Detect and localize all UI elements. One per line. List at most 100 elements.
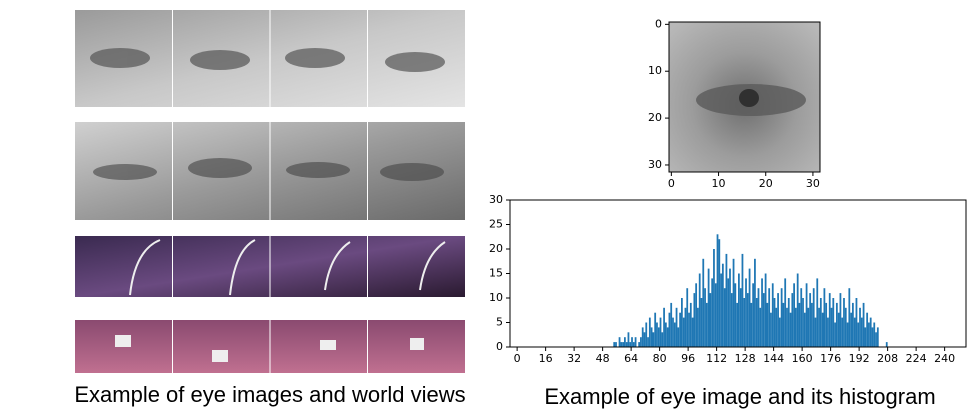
- histogram-bar: [686, 288, 688, 347]
- histogram-bar: [622, 342, 624, 347]
- histogram-bar: [761, 278, 763, 347]
- x-tick-label: 20: [759, 177, 773, 190]
- histogram-bar: [704, 288, 706, 347]
- histogram-bar: [783, 303, 785, 347]
- histogram-bar: [847, 323, 849, 348]
- histogram-bar: [875, 332, 877, 347]
- histogram-bar: [734, 283, 736, 347]
- histogram-bar: [624, 337, 626, 347]
- histogram-bar: [818, 308, 820, 347]
- histogram-bar: [649, 318, 651, 347]
- histogram-bar: [615, 342, 617, 347]
- histogram-bar: [843, 298, 845, 347]
- histogram-bar: [667, 327, 669, 347]
- histogram-bar: [859, 308, 861, 347]
- histogram-bar: [644, 332, 646, 347]
- histogram-bar: [701, 298, 703, 347]
- histogram-bar: [772, 283, 774, 347]
- histogram-bar: [663, 308, 665, 347]
- histogram-bar: [665, 323, 667, 348]
- x-tick-label: 208: [877, 352, 898, 365]
- histogram-bar: [791, 293, 793, 347]
- x-tick-label: 144: [763, 352, 784, 365]
- x-tick-label: 128: [735, 352, 756, 365]
- histogram-bar: [697, 308, 699, 347]
- histogram-bar: [758, 288, 760, 347]
- x-tick-label: 224: [906, 352, 927, 365]
- histogram-bar: [877, 327, 879, 347]
- histogram-bar: [651, 327, 653, 347]
- histogram-bar: [626, 342, 628, 347]
- histogram-bar: [695, 283, 697, 347]
- histogram-bar: [864, 327, 866, 347]
- histogram-bar: [683, 318, 685, 347]
- histogram-bar: [829, 293, 831, 347]
- histogram-bar: [726, 254, 728, 347]
- histogram-bar: [816, 278, 818, 347]
- histogram-bar: [841, 318, 843, 347]
- histogram-bar: [799, 303, 801, 347]
- histogram-bar: [759, 308, 761, 347]
- histogram-bar: [718, 239, 720, 347]
- histogram-bar: [848, 288, 850, 347]
- histogram-bar: [868, 323, 870, 348]
- y-tick-label: 10: [489, 291, 503, 304]
- histogram-bar: [840, 293, 842, 347]
- histogram-bar: [806, 283, 808, 347]
- histogram-bar: [654, 313, 656, 347]
- histogram-bar: [743, 298, 745, 347]
- histogram-bar: [710, 293, 712, 347]
- histogram-bar: [679, 313, 681, 347]
- histogram-bar: [756, 298, 758, 347]
- eye-image-pupil: [739, 89, 759, 107]
- histogram-bar: [749, 269, 751, 347]
- histogram-bar: [886, 342, 888, 347]
- histogram-bar: [809, 293, 811, 347]
- histogram-bar: [790, 313, 792, 347]
- histogram-bar: [836, 303, 838, 347]
- histogram-bar: [800, 288, 802, 347]
- histogram-bar: [824, 288, 826, 347]
- histogram-bar: [699, 274, 701, 348]
- x-tick-label: 48: [596, 352, 610, 365]
- histogram-bar: [715, 283, 717, 347]
- histogram-bar: [811, 303, 813, 347]
- histogram-bar: [768, 288, 770, 347]
- x-tick-label: 192: [849, 352, 870, 365]
- histogram-bar: [628, 332, 630, 347]
- histogram-bar: [706, 303, 708, 347]
- histogram-bar: [754, 259, 756, 347]
- y-tick-label: 10: [648, 64, 662, 77]
- histogram-bar: [635, 337, 637, 347]
- histogram-bar: [658, 327, 660, 347]
- histogram-bar: [765, 274, 767, 348]
- histogram-bar: [731, 293, 733, 347]
- y-tick-label: 0: [496, 340, 503, 353]
- histogram-bar: [620, 342, 622, 347]
- y-tick-label: 20: [648, 111, 662, 124]
- histogram-bar: [613, 342, 615, 347]
- histogram-bar: [727, 278, 729, 347]
- histogram-bar: [738, 274, 740, 348]
- histogram-bar: [677, 327, 679, 347]
- y-tick-label: 0: [655, 17, 662, 30]
- histogram-bar: [633, 342, 635, 347]
- histogram-bar: [669, 313, 671, 347]
- histogram-bar: [642, 327, 644, 347]
- histogram-bar: [733, 259, 735, 347]
- figure: Example of eye images and world views Ex…: [0, 0, 973, 412]
- histogram-bar: [685, 308, 687, 347]
- x-tick-label: 0: [668, 177, 675, 190]
- histogram-bar: [711, 278, 713, 347]
- y-tick-label: 20: [489, 242, 503, 255]
- histogram-bar: [873, 323, 875, 348]
- y-tick-label: 15: [489, 267, 503, 280]
- histogram-bar: [717, 234, 719, 347]
- page: {"chart_data": [ {"type": "image", "xlim…: [0, 0, 973, 412]
- histogram-bar: [720, 274, 722, 348]
- histogram-bar: [820, 298, 822, 347]
- histogram-bar: [629, 342, 631, 347]
- histogram-bar: [788, 298, 790, 347]
- histogram-bar: [660, 318, 662, 347]
- x-tick-label: 16: [539, 352, 553, 365]
